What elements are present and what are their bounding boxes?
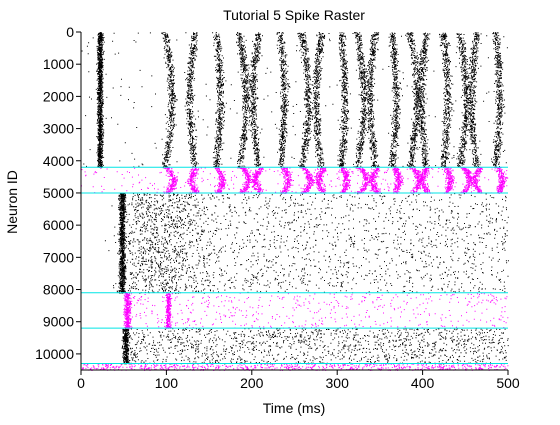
- y-tick-label: 4000: [43, 153, 74, 169]
- y-tick-label: 0: [66, 24, 74, 40]
- y-tick-label: 3000: [43, 121, 74, 137]
- y-tick-label: 9000: [43, 314, 74, 330]
- inhibitory-spikes: [81, 167, 509, 371]
- excitatory-spikes: [81, 32, 509, 365]
- y-tick-label: 7000: [43, 249, 74, 265]
- x-tick-label: 0: [77, 375, 85, 391]
- y-tick-label: 2000: [43, 88, 74, 104]
- x-tick-label: 200: [240, 375, 264, 391]
- axes: [76, 31, 509, 375]
- x-tick-label: 500: [496, 375, 520, 391]
- tick-labels: 0 100 200 300 400 500010002000300040005000600…: [35, 24, 520, 391]
- y-axis-label: Neuron ID: [4, 170, 20, 234]
- x-tick-label: 300: [326, 375, 350, 391]
- y-tick-label: 1000: [43, 56, 74, 72]
- chart-title: Tutorial 5 Spike Raster: [223, 7, 365, 23]
- population-boundaries: [81, 166, 508, 365]
- y-tick-label: 5000: [43, 185, 74, 201]
- y-tick-label: 8000: [43, 282, 74, 298]
- x-axis-label: Time (ms): [263, 400, 325, 416]
- x-tick-label: 400: [411, 375, 435, 391]
- y-tick-label: 6000: [43, 217, 74, 233]
- spike-points: [81, 32, 509, 371]
- x-tick-label: 100: [155, 375, 179, 391]
- y-tick-label: 10000: [35, 346, 74, 362]
